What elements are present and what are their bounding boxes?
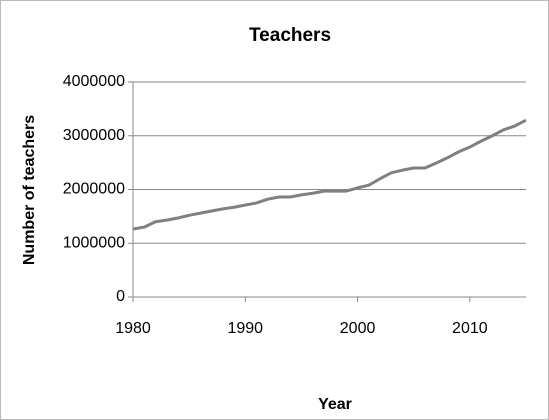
x-tick-label: 2010 xyxy=(452,320,488,337)
y-tick-label: 2000000 xyxy=(63,181,125,198)
data-line xyxy=(132,118,527,231)
y-tick-label: 4000000 xyxy=(63,73,125,90)
x-axis-title: Year xyxy=(318,396,352,413)
x-tick-label: 1990 xyxy=(227,320,263,337)
y-tick-label: 0 xyxy=(116,288,125,305)
x-tick-label: 2000 xyxy=(340,320,376,337)
y-tick-label: 1000000 xyxy=(63,234,125,251)
y-axis-title: Number of teachers xyxy=(21,115,38,265)
chart-title: Teachers xyxy=(249,25,331,46)
y-tick-label: 3000000 xyxy=(63,127,125,144)
x-tick-label: 1980 xyxy=(115,320,151,337)
